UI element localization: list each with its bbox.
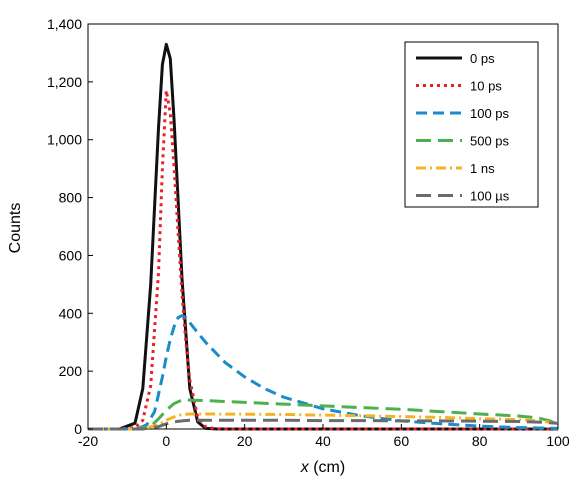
y-tick-label-4: 800 — [59, 190, 83, 206]
x-axis-title: x (cm) — [300, 459, 345, 476]
series-line-4 — [88, 412, 559, 431]
legend-label-3: 500 ps — [470, 134, 510, 149]
legend-label-0: 0 ps — [470, 51, 495, 66]
y-tick-label-6: 1,200 — [47, 74, 82, 90]
legend-label-4: 1 ns — [470, 161, 495, 176]
x-axis-variable: x — [300, 459, 310, 476]
x-tick-label-4: 60 — [394, 433, 410, 449]
x-tick-label-1: 0 — [162, 433, 170, 449]
legend-box — [404, 41, 539, 208]
series-line-1 — [88, 89, 558, 431]
x-tick-label-6: 100 — [546, 433, 570, 449]
legend-label-2: 100 ps — [470, 106, 510, 121]
y-tick-label-2: 400 — [59, 305, 83, 321]
series-line-0 — [88, 42, 558, 431]
y-tick-label-5: 1,000 — [47, 132, 82, 148]
legend-label-5: 100 µs — [470, 189, 510, 204]
x-tick-label-0: -20 — [78, 433, 98, 449]
y-tick-label-1: 200 — [59, 363, 83, 379]
x-tick-label-2: 20 — [237, 433, 253, 449]
legend-label-1: 10 ps — [470, 79, 502, 94]
series-line-5 — [88, 418, 559, 431]
x-axis-unit: (cm) — [309, 459, 345, 476]
axis-layer — [87, 23, 559, 430]
y-axis-title: Counts — [7, 203, 24, 254]
x-tick-labels: -20 0 20 40 60 80 100 — [78, 433, 570, 449]
y-tick-labels: 0 200 400 600 800 1,000 1,200 1,400 — [47, 16, 82, 437]
series-line-3 — [88, 398, 559, 431]
y-tick-label-3: 600 — [59, 247, 83, 263]
series-layer — [88, 42, 559, 431]
x-tick-label-5: 80 — [472, 433, 488, 449]
y-tick-label-7: 1,400 — [47, 16, 82, 32]
legend: 0 ps 10 ps 100 ps 500 ps 1 ns 100 µs — [404, 41, 539, 208]
x-tick-label-3: 40 — [315, 433, 331, 449]
y-tick-label-0: 0 — [74, 421, 82, 437]
